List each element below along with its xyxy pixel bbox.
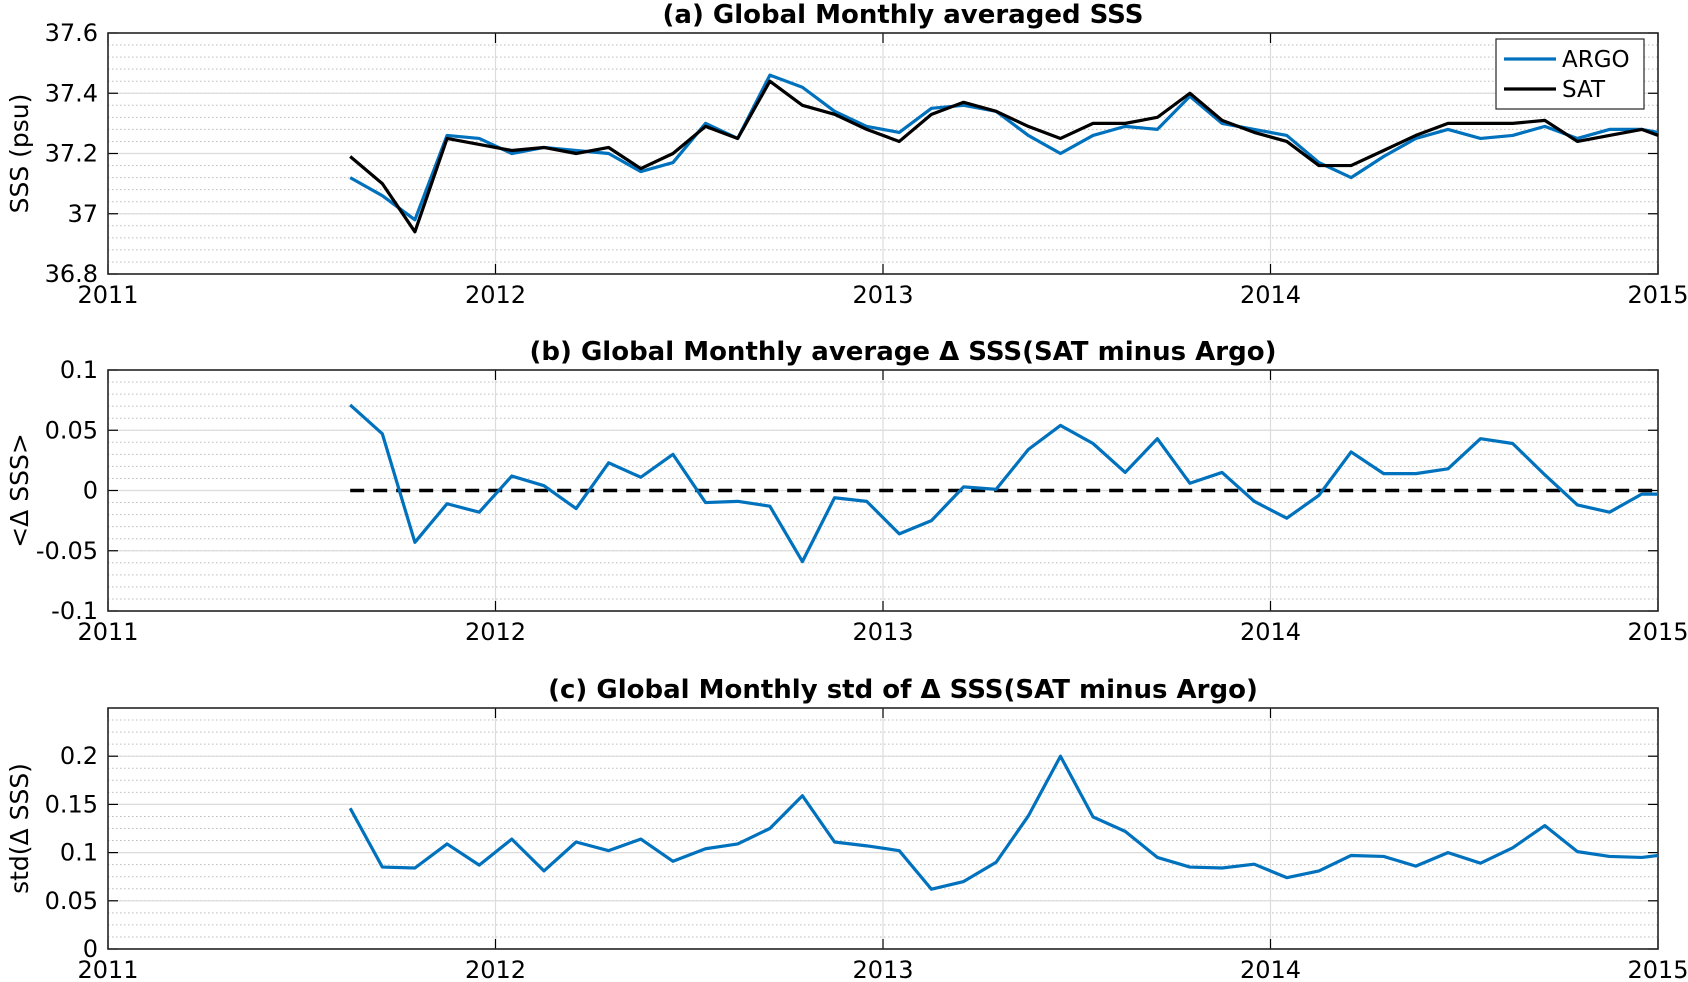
axes-box — [107, 369, 1659, 612]
y-tick-label: 0.05 — [45, 887, 98, 915]
sat-series-line — [349, 79, 1659, 234]
x-tick-label: 2011 — [77, 281, 138, 309]
y-tick-label: -0.1 — [51, 597, 98, 625]
data-series-line — [349, 403, 1658, 564]
legend-label-sat: SAT — [1562, 77, 1606, 103]
x-tick-label: 2011 — [77, 618, 138, 646]
x-tick-label: 2013 — [852, 618, 913, 646]
x-tick-label: 2012 — [465, 956, 526, 982]
y-tick-label: 37 — [67, 200, 98, 228]
x-tick-label: 2015 — [1627, 618, 1688, 646]
x-tick-label: 2014 — [1240, 618, 1301, 646]
y-axis-label: <Δ SSS> — [5, 433, 34, 548]
y-tick-label: 0.15 — [45, 790, 98, 818]
x-tick-label: 2013 — [852, 956, 913, 982]
axes-box — [107, 32, 1659, 275]
panel-c: 0 0.05 0.1 0.15 0.2 2011 2012 2013 2014 2015 (c) G… — [5, 675, 1688, 982]
legend: ARGO SAT — [1495, 38, 1645, 110]
chart-title: (c) Global Monthly std of Δ SSS(SAT minu… — [548, 675, 1258, 705]
legend-label-argo: ARGO — [1562, 47, 1630, 73]
y-tick-label: 0.1 — [60, 839, 98, 867]
y-axis-label: std(Δ SSS) — [5, 763, 34, 894]
y-tick-label: 37.4 — [45, 79, 98, 107]
y-tick-label: -0.05 — [36, 537, 98, 565]
panel-b: -0.1 -0.05 0 0.05 0.1 2011 2012 2013 2014 2015 (b)… — [5, 337, 1688, 646]
x-tick-label: 2012 — [465, 618, 526, 646]
y-tick-label: 37.6 — [45, 19, 98, 47]
chart-title: (a) Global Monthly averaged SSS — [663, 0, 1144, 30]
x-tick-label: 2015 — [1627, 281, 1688, 309]
chart-title: (b) Global Monthly average Δ SSS(SAT min… — [530, 337, 1277, 367]
y-axis-label: SSS (psu) — [5, 94, 34, 214]
argo-series-line — [349, 73, 1659, 222]
y-tick-label: 36.8 — [45, 260, 98, 288]
data-series-line — [348, 754, 1659, 891]
legend-box — [1495, 38, 1645, 110]
chart-panels: 36.8 37 37.2 37.4 37.6 2011 2012 2013 2014 2015 (a… — [5, 0, 1688, 982]
x-tick-label: 2011 — [77, 956, 138, 982]
x-tick-label: 2012 — [465, 281, 526, 309]
panel-a: 36.8 37 37.2 37.4 37.6 2011 2012 2013 2014 2015 (a… — [5, 0, 1688, 309]
y-tick-label: 0 — [83, 935, 98, 963]
x-tick-label: 2013 — [852, 281, 913, 309]
axes-box — [107, 707, 1659, 950]
y-tick-label: 0.1 — [60, 356, 98, 384]
y-tick-label: 37.2 — [45, 140, 98, 168]
y-tick-label: 0.2 — [60, 742, 98, 770]
x-tick-label: 2014 — [1240, 281, 1301, 309]
x-tick-label: 2014 — [1240, 956, 1301, 982]
y-tick-label: 0.05 — [45, 416, 98, 444]
y-tick-label: 0 — [83, 477, 98, 505]
x-tick-label: 2015 — [1627, 956, 1688, 982]
